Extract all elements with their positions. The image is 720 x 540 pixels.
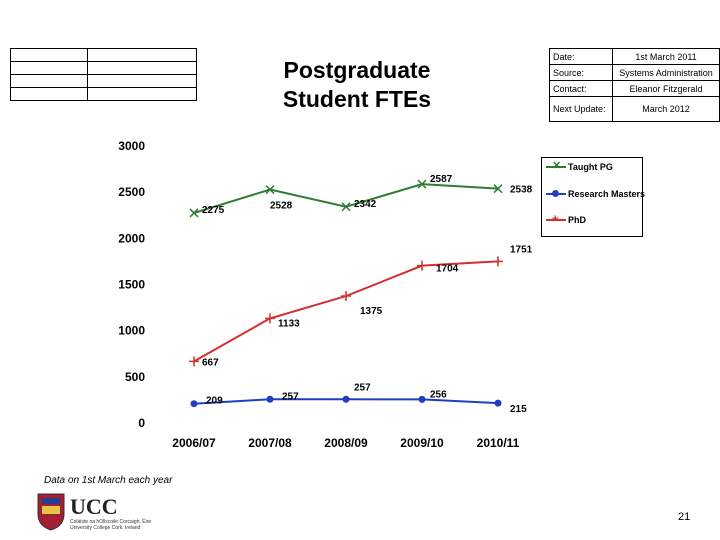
legend-swatch: +: [546, 213, 566, 225]
data-point-plus: [189, 356, 199, 367]
logo-wordmark: UCC: [70, 494, 118, 519]
series-line: [193, 260, 499, 363]
data-label: 1704: [436, 264, 459, 275]
ucc-crest-icon: UCC Coláiste na hOllscoile Corcaigh, Éir…: [37, 493, 151, 531]
data-label: 1751: [510, 244, 533, 255]
data-point-x: [417, 179, 427, 189]
title-line-1: Postgraduate: [283, 57, 431, 83]
data-point-circle: [266, 395, 274, 403]
data-label: 2275: [202, 205, 225, 216]
legend-circle-marker-icon: [552, 190, 559, 197]
legend-item-taught-pg: ✕ Taught PG: [546, 160, 613, 172]
chart-legend: ✕ Taught PG Research Masters + PhD: [541, 157, 645, 237]
data-label: 2587: [430, 174, 453, 185]
y-tick-label: 500: [125, 370, 145, 384]
y-tick-label: 2000: [118, 231, 145, 245]
page-title: Postgraduate Student FTEs: [262, 56, 452, 114]
legend-line: [546, 166, 566, 168]
data-point-x: [341, 202, 351, 212]
data-point-x: [265, 185, 275, 195]
data-label: 1375: [360, 306, 383, 317]
legend-label: Research Masters: [568, 189, 646, 199]
data-point-plus: [493, 256, 503, 267]
data-point-plus: [265, 313, 275, 324]
info-table: Date: 1st March 2011 Source: Systems Admin…: [549, 48, 720, 122]
legend-label: Taught PG: [568, 162, 613, 172]
data-point-x: [493, 184, 503, 194]
legend-x-marker-icon: ✕: [552, 160, 562, 172]
y-tick-label: 2500: [118, 185, 145, 199]
legend-item-research-masters: Research Masters: [546, 189, 645, 199]
legend-label: PhD: [568, 215, 586, 225]
x-tick-label: 2008/09: [324, 436, 368, 450]
data-label: 209: [206, 396, 223, 407]
footnote: Data on 1st March each year: [44, 475, 173, 486]
y-tick-label: 1000: [118, 324, 145, 338]
x-tick-label: 2009/10: [400, 436, 444, 450]
y-tick-label: 3000: [118, 139, 145, 153]
data-point-circle: [190, 400, 198, 408]
data-point-circle: [494, 399, 502, 407]
x-tick-label: 2007/08: [248, 436, 292, 450]
data-label: 2528: [270, 201, 293, 212]
data-label: 257: [354, 382, 371, 393]
page-number: 21: [678, 511, 691, 523]
x-tick-label: 2006/07: [172, 436, 216, 450]
legend-item-phd: + PhD: [546, 213, 586, 225]
data-point-circle: [342, 395, 350, 403]
data-point-plus: [417, 260, 427, 271]
line-chart: 0 500 1000 1500 2000 2500 3000 2006/07 2007/08 20…: [118, 139, 533, 450]
x-tick-label: 2010/11: [477, 436, 520, 450]
series-line: [193, 183, 499, 214]
data-label: 256: [430, 389, 447, 400]
data-label: 1133: [278, 318, 300, 329]
data-point-circle: [418, 395, 426, 403]
data-label: 2342: [354, 199, 377, 210]
legend-plus-marker-icon: +: [552, 213, 559, 225]
title-line-2: Student FTEs: [282, 86, 432, 112]
y-tick-label: 1500: [118, 278, 145, 292]
logo-subtext-irish: Coláiste na hOllscoile Corcaigh, Éire: [70, 518, 151, 525]
data-label: 257: [282, 391, 299, 402]
ucc-logo: UCC Coláiste na hOllscoile Corcaigh, Éir…: [34, 492, 184, 532]
legend-line: [546, 219, 566, 221]
blank-grid-table: [10, 48, 197, 101]
info-value: March 2012: [612, 96, 720, 122]
data-label: 667: [202, 357, 219, 368]
logo-subtext-english: University College Cork, Ireland: [70, 525, 141, 531]
data-point-x: [189, 208, 199, 218]
y-tick-label: 0: [138, 416, 145, 430]
legend-swatch: ✕: [546, 160, 566, 172]
data-point-plus: [341, 291, 351, 302]
data-label: 2538: [510, 185, 533, 196]
legend-swatch: [546, 189, 566, 199]
data-label: 215: [510, 404, 527, 415]
